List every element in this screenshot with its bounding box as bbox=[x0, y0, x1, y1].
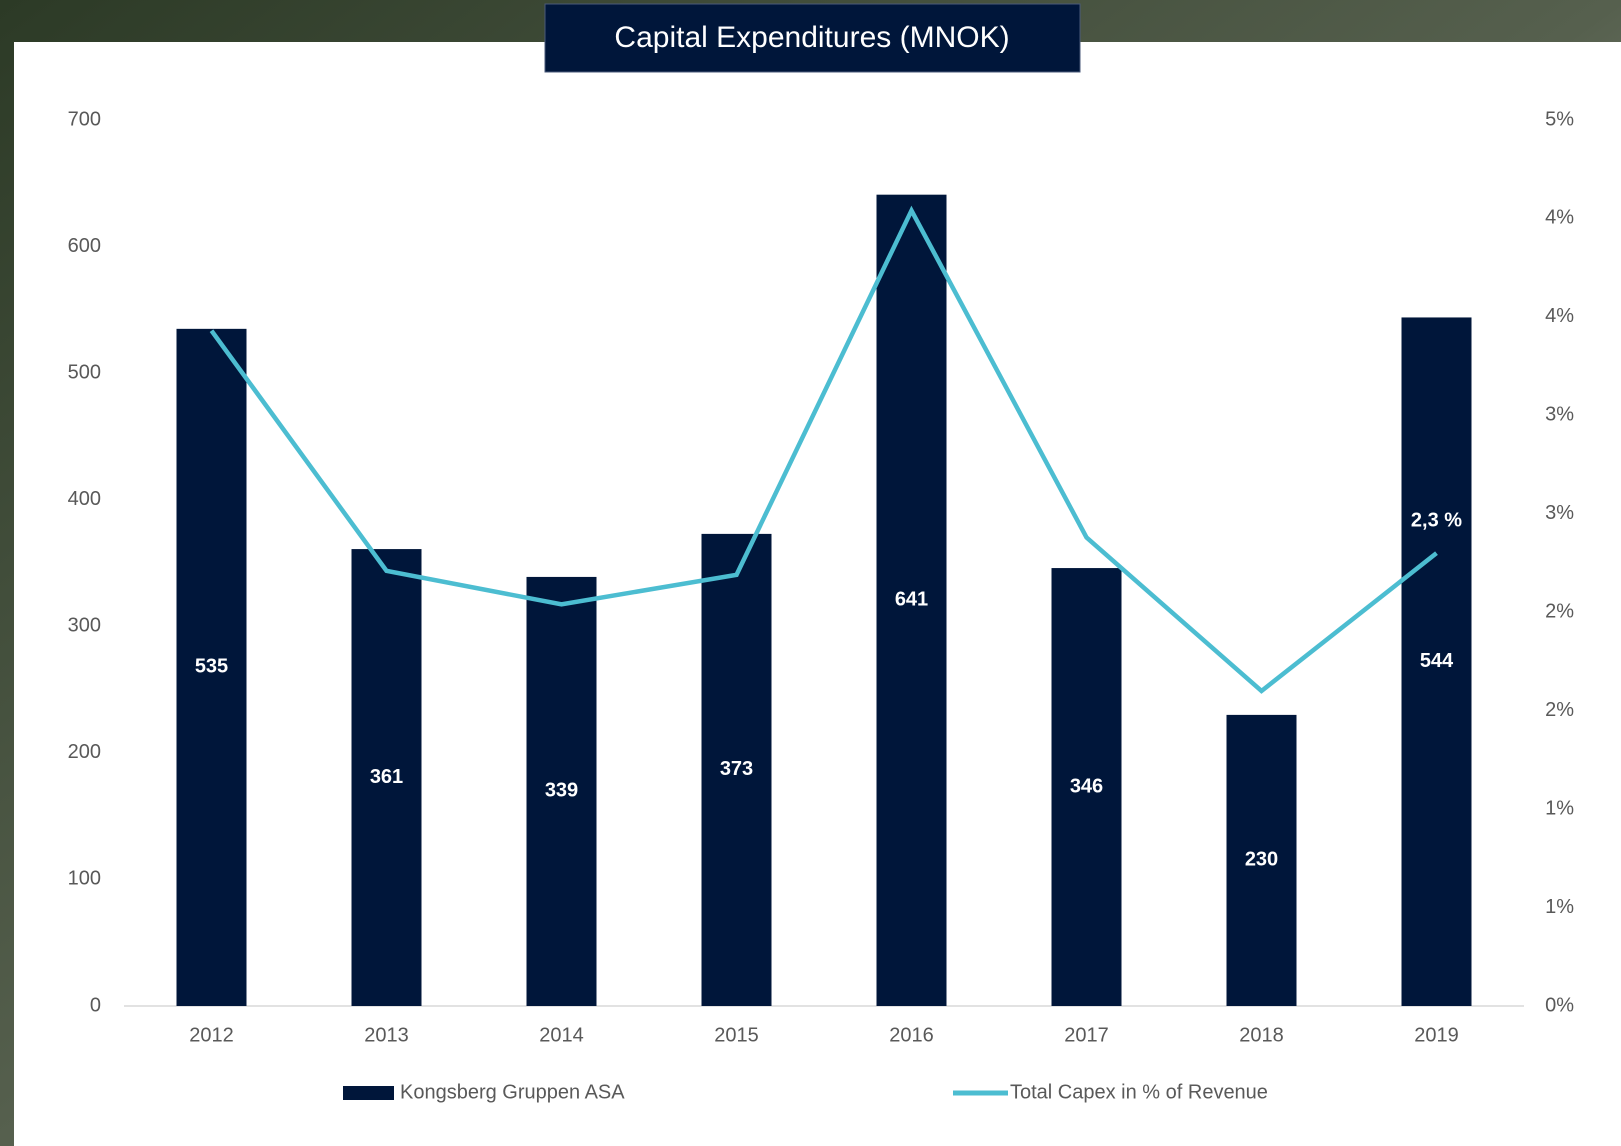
panel bbox=[14, 42, 1621, 1146]
legend-swatch bbox=[343, 1086, 394, 1100]
y-tick-label: 500 bbox=[68, 361, 101, 383]
x-tick-label: 2012 bbox=[189, 1024, 234, 1046]
bar-value-label: 544 bbox=[1420, 650, 1454, 672]
bar-value-label: 535 bbox=[195, 656, 228, 678]
bar bbox=[351, 549, 422, 1006]
bar bbox=[876, 194, 947, 1007]
bar bbox=[1401, 317, 1472, 1006]
bar-value-label: 361 bbox=[370, 766, 403, 788]
bar bbox=[176, 328, 247, 1006]
bar-value-label: 641 bbox=[895, 589, 928, 611]
y2-tick-label: 2% bbox=[1545, 601, 1574, 623]
bar-value-label: 346 bbox=[1070, 775, 1103, 797]
line-value-label: 2,3 % bbox=[1411, 509, 1462, 531]
y2-tick-label: 4% bbox=[1545, 207, 1574, 229]
x-tick-label: 2016 bbox=[889, 1024, 934, 1046]
y-tick-label: 400 bbox=[68, 488, 101, 510]
y-tick-label: 200 bbox=[68, 741, 101, 763]
bar bbox=[701, 533, 772, 1006]
x-tick-label: 2013 bbox=[364, 1024, 409, 1046]
y-tick-label: 0 bbox=[90, 994, 101, 1016]
x-tick-label: 2015 bbox=[714, 1024, 759, 1046]
x-tick-label: 2014 bbox=[539, 1024, 584, 1046]
y2-tick-label: 1% bbox=[1545, 797, 1574, 819]
bar-value-label: 373 bbox=[720, 758, 753, 780]
x-tick-label: 2018 bbox=[1239, 1024, 1284, 1046]
x-tick-label: 2019 bbox=[1414, 1024, 1459, 1046]
bar-value-label: 230 bbox=[1245, 849, 1278, 871]
line bbox=[209, 205, 1438, 694]
y-tick-label: 100 bbox=[68, 868, 101, 890]
chart-title: Capital Expenditures (MNOK) bbox=[614, 21, 1009, 54]
x-tick-label: 2017 bbox=[1064, 1024, 1109, 1046]
bar-value-label: 339 bbox=[545, 780, 578, 802]
y-tick-label: 700 bbox=[68, 108, 101, 130]
title-box bbox=[544, 3, 1081, 73]
y2-tick-label: 2% bbox=[1545, 699, 1574, 721]
bar bbox=[1226, 714, 1297, 1006]
bar bbox=[526, 576, 597, 1006]
y2-tick-label: 5% bbox=[1545, 108, 1574, 130]
y-tick-label: 300 bbox=[68, 615, 101, 637]
legend-label: Kongsberg Gruppen ASA bbox=[400, 1081, 625, 1103]
y-tick-label: 600 bbox=[68, 235, 101, 257]
y2-tick-label: 3% bbox=[1545, 502, 1574, 524]
bar bbox=[1051, 568, 1122, 1006]
y2-tick-label: 0% bbox=[1545, 994, 1574, 1016]
legend-label: Total Capex in % of Revenue bbox=[1010, 1081, 1268, 1103]
y2-tick-label: 1% bbox=[1545, 896, 1574, 918]
y2-tick-label: 3% bbox=[1545, 404, 1574, 426]
y2-tick-label: 4% bbox=[1545, 305, 1574, 327]
